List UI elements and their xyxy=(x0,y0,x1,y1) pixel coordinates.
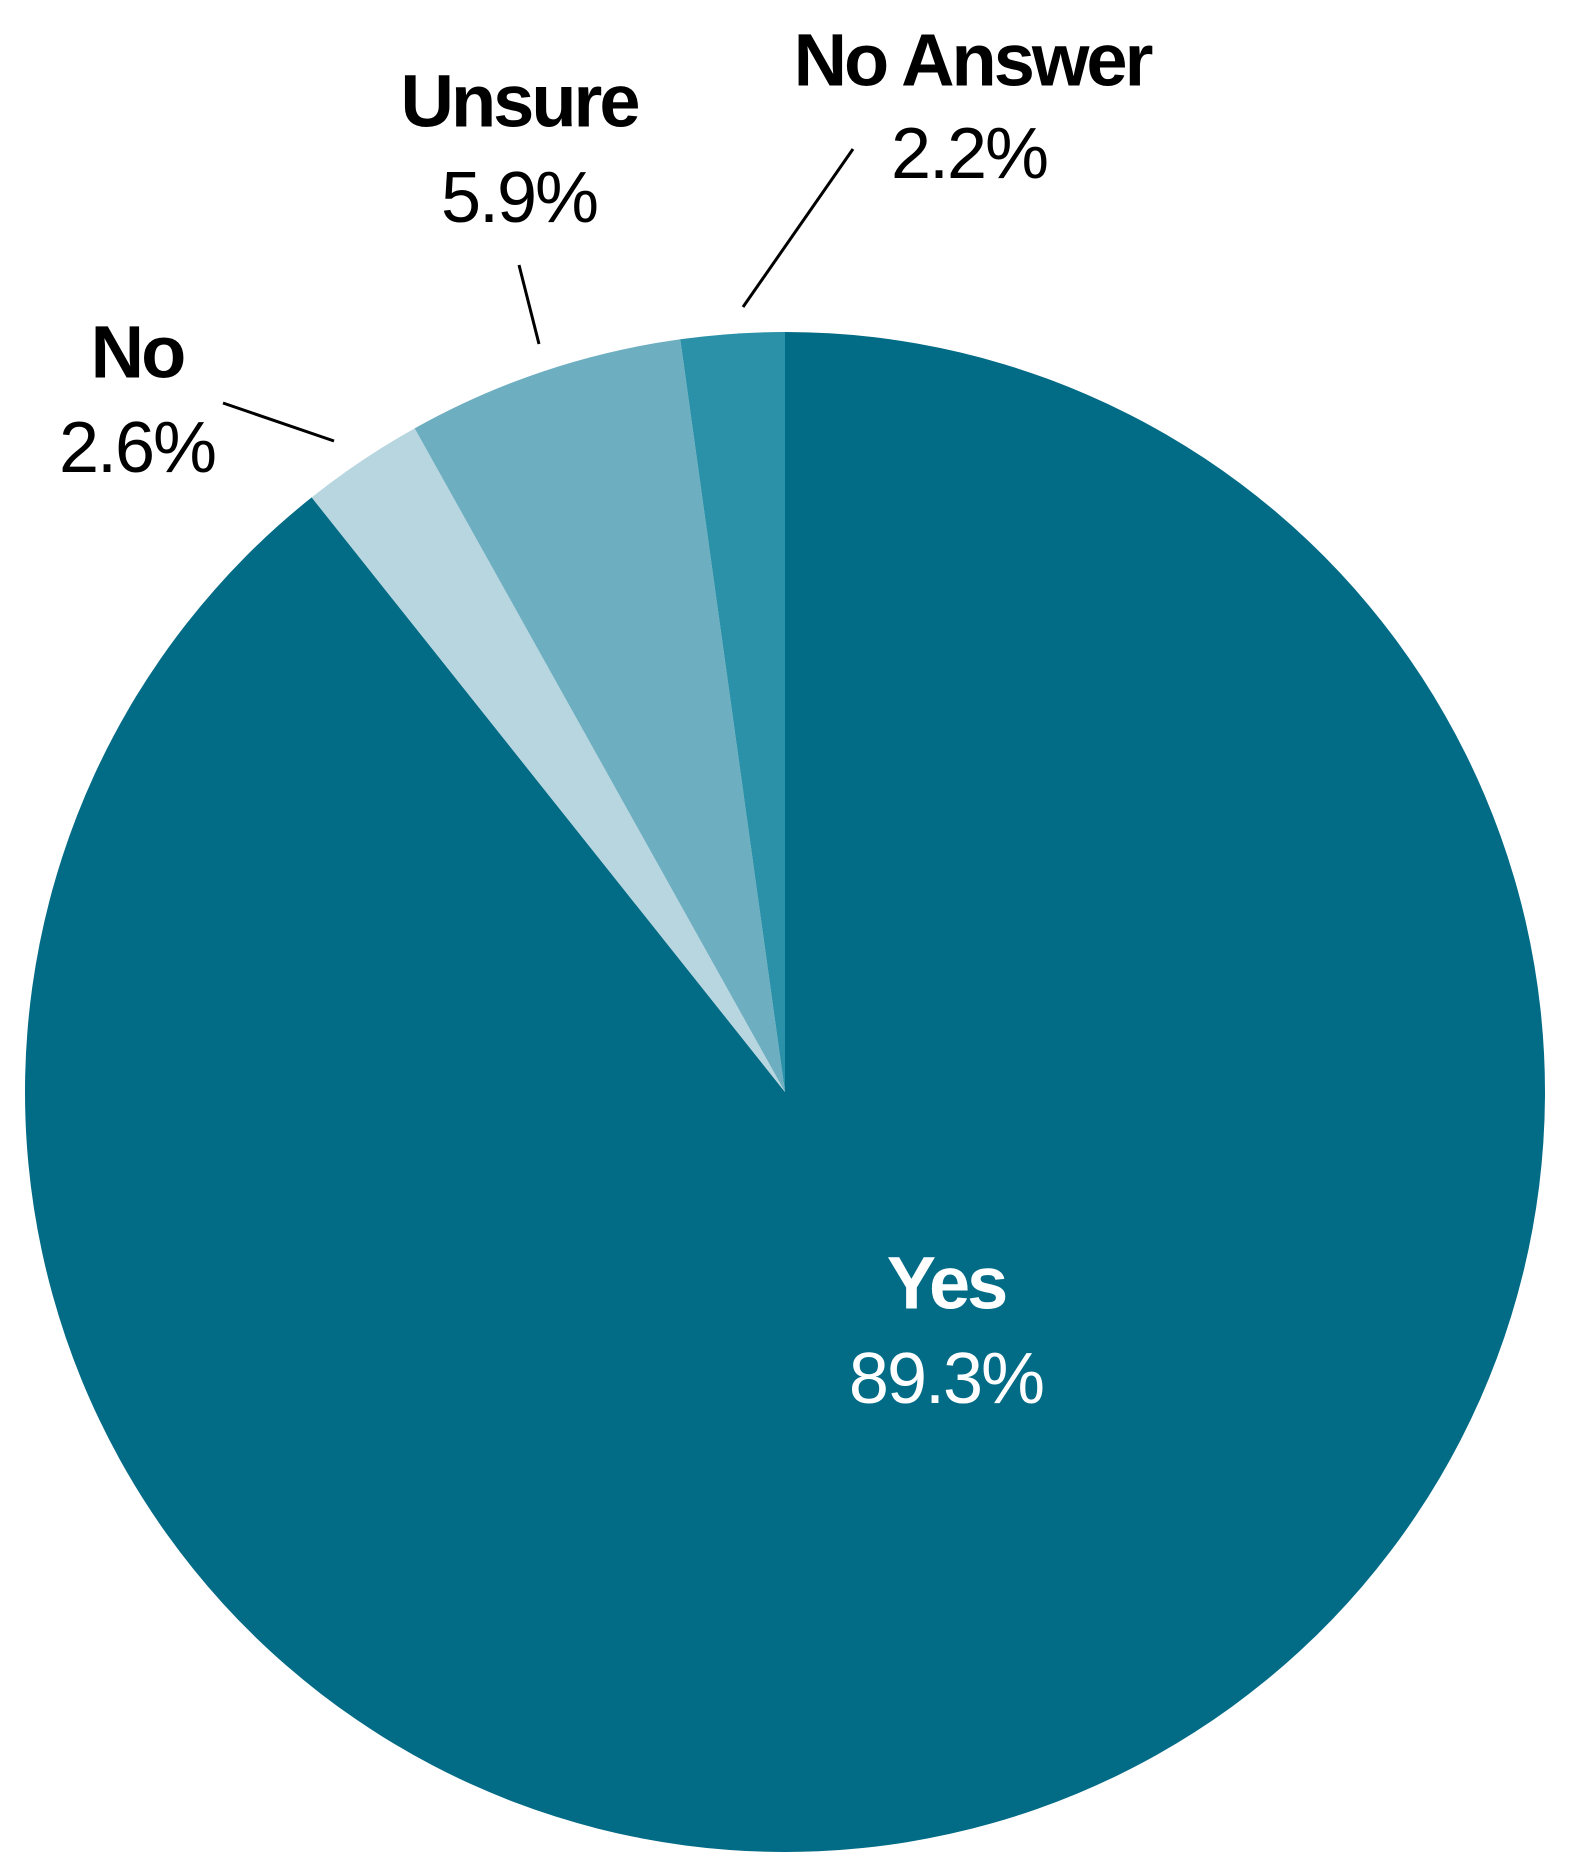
leader-line xyxy=(517,264,541,345)
pie-slice xyxy=(311,428,785,1092)
value-label: 5.9% xyxy=(441,158,597,238)
value-label: 2.6% xyxy=(59,408,215,488)
slice-label: Yes xyxy=(887,1242,1006,1325)
slice-label: No Answer xyxy=(794,19,1153,102)
pie-slice xyxy=(414,339,785,1092)
value-label: 2.2% xyxy=(891,114,1047,194)
pie-slice xyxy=(680,332,785,1092)
slice-label: No xyxy=(91,311,184,394)
leader-line xyxy=(741,148,855,308)
slice-label: Unsure xyxy=(401,60,639,143)
value-label: 89.3% xyxy=(849,1339,1043,1419)
leader-line xyxy=(222,401,335,443)
pie-slice xyxy=(24,332,1546,1852)
